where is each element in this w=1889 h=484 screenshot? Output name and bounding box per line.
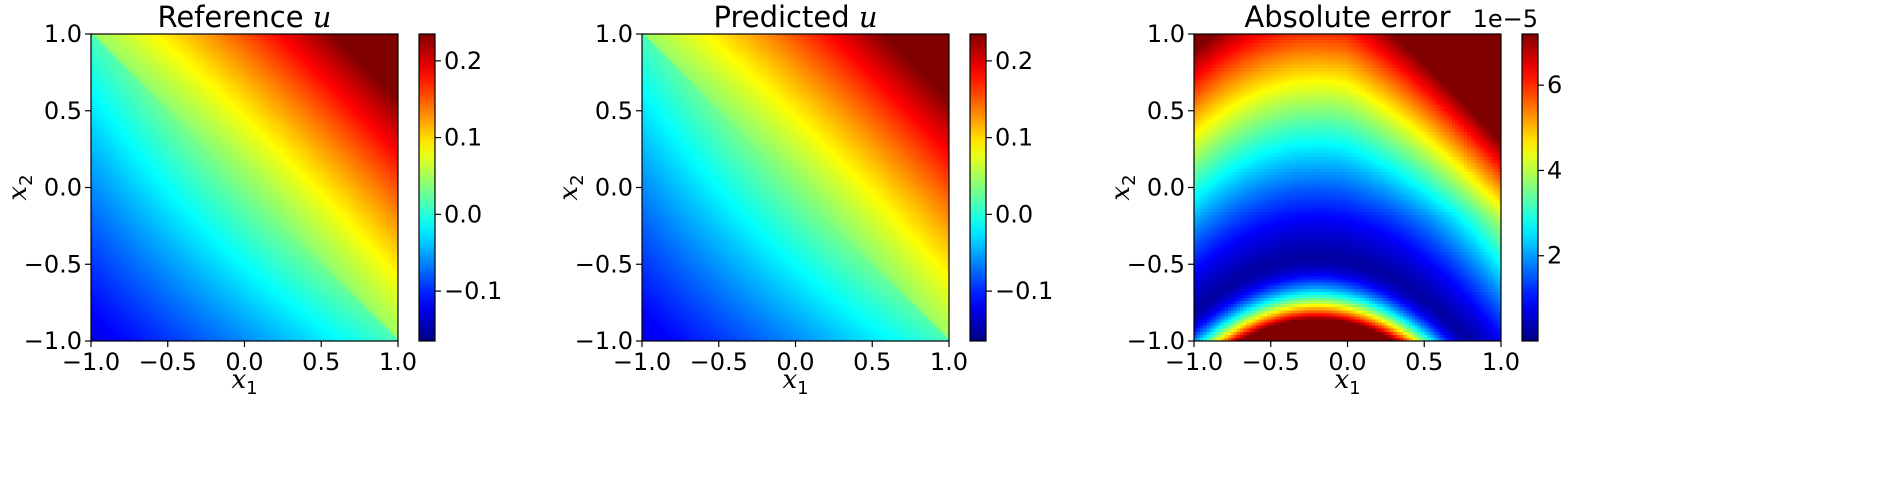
x-tick-label: 1.0 — [930, 348, 968, 376]
panel-2: −1.0 −0.5 0.0 0.5 1.0 −1.0 −0.5 0.0 0.5 1.0 Predic… — [551, 0, 1111, 484]
colorbar-tick-label: 0.1 — [995, 124, 1033, 152]
y-tick-label: −0.5 — [24, 250, 82, 278]
x-tick-label: 0.0 — [776, 348, 814, 376]
chart-1: −1.0 −0.5 0.0 0.5 1.0 −1.0 −0.5 0.0 0.5 1.0 Refere… — [3, 0, 502, 399]
y-axis-label: x2 — [554, 174, 588, 200]
x-tick-label: 0.5 — [1405, 348, 1443, 376]
heatmap-image — [642, 34, 949, 341]
y-tick-label: 0.0 — [44, 174, 82, 202]
chart-2: −1.0 −0.5 0.0 0.5 1.0 −1.0 −0.5 0.0 0.5 1.0 Predic… — [554, 0, 1053, 399]
y-axis-label: x2 — [3, 174, 37, 200]
panel-3: −1.0 −0.5 0.0 0.5 1.0 −1.0 −0.5 0.0 0.5 1.0 Absolu… — [1103, 0, 1663, 484]
x-tick-label: −0.5 — [690, 348, 748, 376]
colorbar-tick-label: −0.1 — [444, 277, 502, 305]
x-axis-label: x1 — [231, 365, 257, 399]
x-axis-label: x1 — [782, 365, 808, 399]
colorbar-tick-label: 2 — [1547, 242, 1562, 270]
y-tick-label: 1.0 — [595, 20, 633, 48]
colorbar-tick-label: 0.0 — [444, 200, 482, 228]
colorbar-frame — [1521, 33, 1539, 342]
colorbar-gradient — [1522, 34, 1538, 341]
panel-1: −1.0 −0.5 0.0 0.5 1.0 −1.0 −0.5 0.0 0.5 1.0 Refere… — [0, 0, 560, 484]
colorbar: −0.1 0.0 0.1 0.2 — [418, 33, 502, 342]
chart-title: Reference u — [158, 0, 332, 34]
colorbar: 2 4 6 1e−5 — [1473, 5, 1562, 342]
y-tick-label: 0.5 — [44, 97, 82, 125]
y-tick-label: −1.0 — [24, 327, 82, 355]
colorbar-frame — [969, 33, 987, 342]
colorbar-tick-label: 0.2 — [444, 47, 482, 75]
y-tick-label: −0.5 — [575, 250, 633, 278]
y-tick-label: −1.0 — [575, 327, 633, 355]
x-tick-label: 0.5 — [302, 348, 340, 376]
chart-title: Absolute error — [1244, 0, 1450, 34]
x-tick-label: 0.0 — [225, 348, 263, 376]
x-tick-label: 0.0 — [1328, 348, 1366, 376]
chart-3: −1.0 −0.5 0.0 0.5 1.0 −1.0 −0.5 0.0 0.5 1.0 Absolu… — [1106, 0, 1562, 399]
y-tick-label: 0.5 — [1147, 97, 1185, 125]
colorbar-tick-label: 6 — [1547, 71, 1562, 99]
colorbar-tick-label: 4 — [1547, 156, 1562, 184]
colorbar-tick-label: 0.1 — [444, 124, 482, 152]
x-tick-label: −1.0 — [62, 348, 120, 376]
x-tick-label: −0.5 — [1242, 348, 1300, 376]
x-tick-label: −1.0 — [613, 348, 671, 376]
colorbar-gradient — [419, 34, 435, 341]
y-tick-label: 0.0 — [595, 174, 633, 202]
y-tick-label: −1.0 — [1127, 327, 1185, 355]
colorbar-gradient — [970, 34, 986, 341]
x-tick-label: −0.5 — [139, 348, 197, 376]
heatmap-image — [1194, 34, 1501, 341]
x-tick-label: 0.5 — [853, 348, 891, 376]
colorbar-tick-label: 0.2 — [995, 47, 1033, 75]
y-tick-label: 1.0 — [1147, 20, 1185, 48]
colorbar-offset-text: 1e−5 — [1473, 5, 1538, 33]
colorbar: −0.1 0.0 0.1 0.2 — [969, 33, 1053, 342]
colorbar-tick-label: 0.0 — [995, 200, 1033, 228]
y-tick-label: 0.0 — [1147, 174, 1185, 202]
x-tick-label: −1.0 — [1165, 348, 1223, 376]
x-tick-label: 1.0 — [1482, 348, 1520, 376]
x-tick-label: 1.0 — [379, 348, 417, 376]
y-tick-label: 0.5 — [595, 97, 633, 125]
y-tick-label: −0.5 — [1127, 250, 1185, 278]
colorbar-tick-label: −0.1 — [995, 277, 1053, 305]
x-axis-label: x1 — [1334, 365, 1360, 399]
chart-title: Predicted u — [713, 0, 877, 34]
y-axis-label: x2 — [1106, 174, 1140, 200]
colorbar-frame — [418, 33, 436, 342]
heatmap-image — [91, 34, 398, 341]
y-tick-label: 1.0 — [44, 20, 82, 48]
